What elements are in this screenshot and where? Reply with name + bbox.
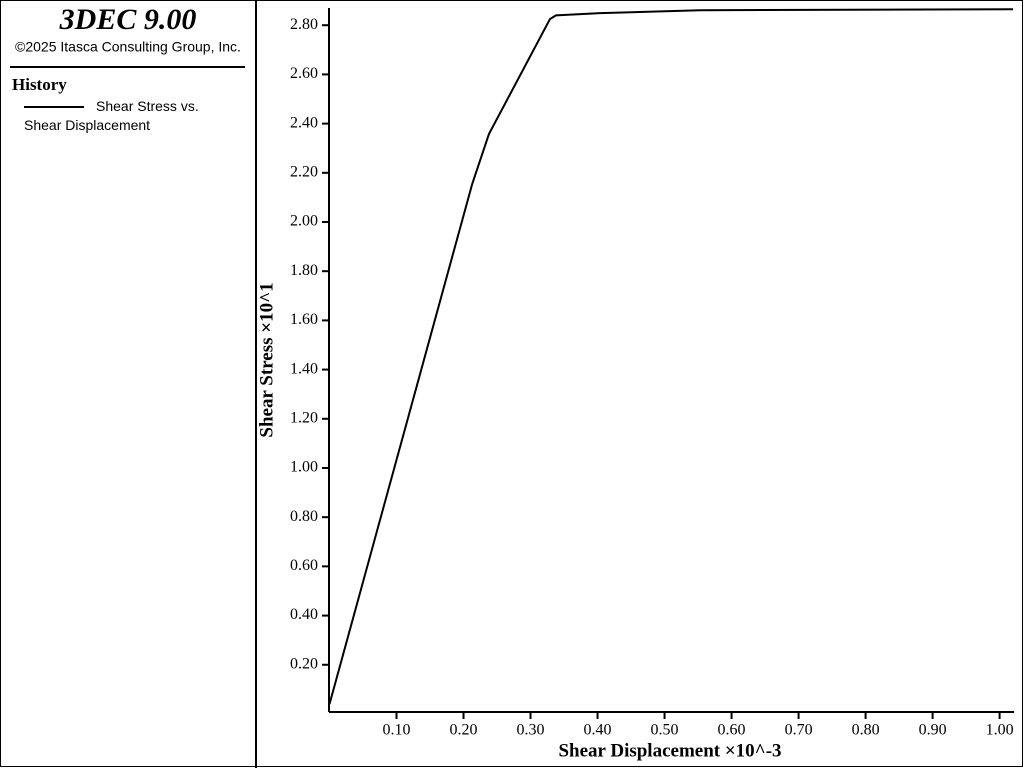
x-tick-label: 0.10 — [383, 722, 411, 739]
y-tick-label: 1.20 — [290, 409, 318, 426]
x-tick-label: 0.60 — [718, 722, 746, 739]
y-tick-label: 0.60 — [290, 557, 318, 574]
y-tick-label: 2.20 — [290, 163, 318, 180]
y-axis-label: Shear Stress ×10^1 — [256, 282, 277, 437]
x-tick-label: 0.90 — [919, 722, 947, 739]
legend-title: History — [12, 75, 67, 94]
x-tick-label: 0.50 — [651, 722, 679, 739]
y-tick-label: 1.80 — [290, 262, 318, 279]
y-tick-label: 2.40 — [290, 114, 318, 131]
y-tick-label: 0.20 — [290, 655, 318, 672]
x-tick-label: 1.00 — [986, 722, 1014, 739]
x-tick-label: 0.70 — [785, 722, 813, 739]
y-tick-label: 0.40 — [290, 606, 318, 623]
y-tick-label: 1.40 — [290, 360, 318, 377]
y-tick-label: 2.80 — [290, 16, 318, 33]
app-title: 3DEC 9.00 — [59, 3, 197, 36]
y-tick-label: 1.60 — [290, 311, 318, 328]
x-tick-label: 0.20 — [450, 722, 478, 739]
y-tick-label: 0.80 — [290, 508, 318, 525]
x-axis-label: Shear Displacement ×10^-3 — [558, 740, 781, 761]
data-line — [328, 8, 1014, 705]
x-tick-label: 0.80 — [852, 722, 880, 739]
x-tick-label: 0.40 — [584, 722, 612, 739]
y-tick-label: 2.60 — [290, 65, 318, 82]
x-tick-label: 0.30 — [517, 722, 545, 739]
legend-label: Shear Stress vs. Shear Displacement — [24, 98, 199, 133]
y-tick-label: 2.00 — [290, 213, 318, 230]
y-tick-label: 1.00 — [290, 459, 318, 476]
copyright: ©2025 Itasca Consulting Group, Inc. — [15, 39, 241, 55]
